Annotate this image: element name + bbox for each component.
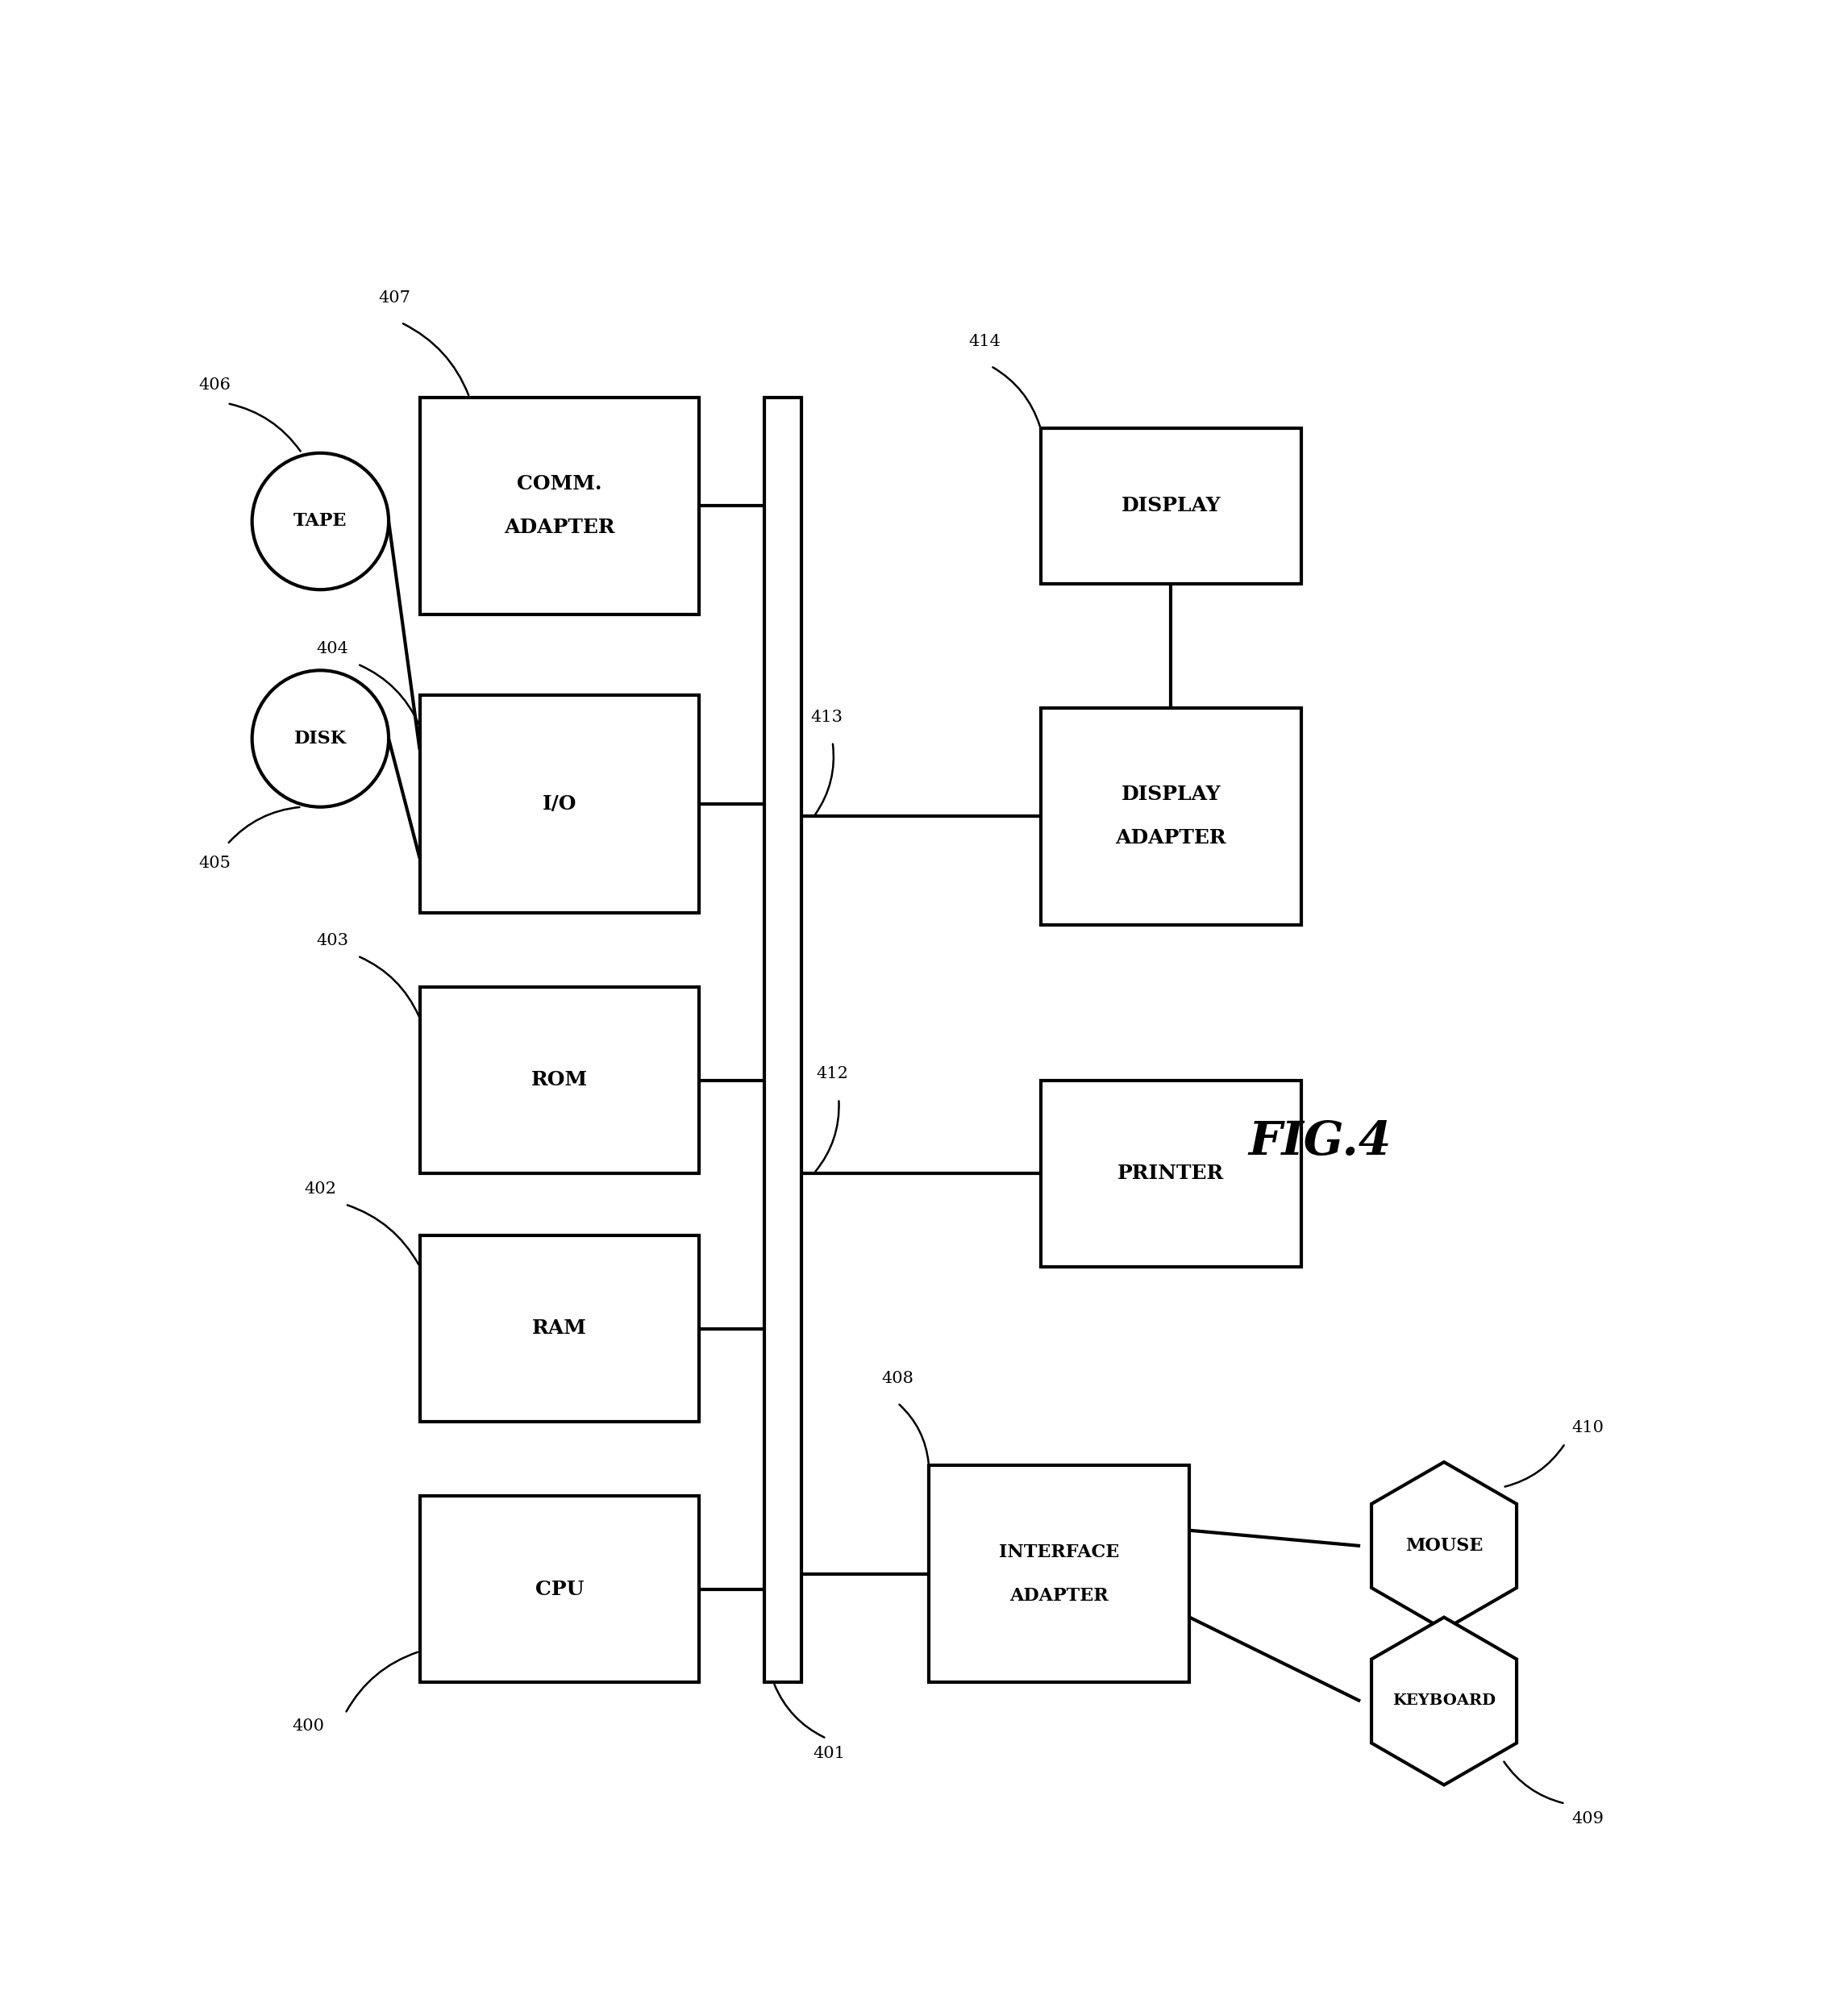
FancyBboxPatch shape	[419, 696, 699, 913]
Text: 402: 402	[304, 1181, 337, 1195]
FancyBboxPatch shape	[1040, 1081, 1302, 1266]
Text: ADAPTER: ADAPTER	[1009, 1587, 1108, 1605]
Text: 406: 406	[200, 377, 231, 393]
Text: INTERFACE: INTERFACE	[1000, 1542, 1119, 1560]
Text: PRINTER: PRINTER	[1117, 1163, 1225, 1183]
Polygon shape	[1371, 1617, 1516, 1784]
FancyBboxPatch shape	[764, 397, 802, 1683]
Text: 408: 408	[883, 1371, 914, 1385]
Text: MOUSE: MOUSE	[1404, 1536, 1483, 1554]
Text: 405: 405	[200, 855, 231, 871]
Text: 409: 409	[1571, 1812, 1604, 1826]
FancyBboxPatch shape	[1040, 708, 1302, 925]
Text: DISPLAY: DISPLAY	[1121, 784, 1221, 804]
Text: ADAPTER: ADAPTER	[1115, 829, 1227, 847]
Text: DISK: DISK	[295, 730, 346, 748]
Text: 407: 407	[379, 290, 410, 306]
Text: 404: 404	[317, 641, 350, 657]
Text: 400: 400	[291, 1718, 324, 1734]
FancyBboxPatch shape	[1040, 427, 1302, 583]
Text: 410: 410	[1571, 1419, 1604, 1435]
Text: COMM.: COMM.	[516, 474, 602, 494]
Text: 413: 413	[809, 710, 842, 724]
FancyBboxPatch shape	[419, 1496, 699, 1683]
FancyBboxPatch shape	[928, 1466, 1190, 1683]
FancyBboxPatch shape	[419, 988, 699, 1173]
Text: ADAPTER: ADAPTER	[504, 518, 615, 536]
FancyBboxPatch shape	[419, 1236, 699, 1421]
Text: RAM: RAM	[533, 1318, 586, 1339]
Text: FIG.4: FIG.4	[1249, 1119, 1392, 1165]
Text: CPU: CPU	[535, 1581, 584, 1599]
Circle shape	[253, 671, 388, 806]
Text: I/O: I/O	[542, 794, 577, 814]
Circle shape	[253, 454, 388, 589]
Text: DISPLAY: DISPLAY	[1121, 496, 1221, 516]
Polygon shape	[1371, 1462, 1516, 1629]
Text: 414: 414	[969, 333, 1002, 349]
FancyBboxPatch shape	[419, 397, 699, 615]
Text: 401: 401	[813, 1746, 846, 1762]
Text: KEYBOARD: KEYBOARD	[1392, 1693, 1496, 1708]
Text: 412: 412	[817, 1066, 848, 1083]
Text: 403: 403	[317, 933, 350, 948]
Text: TAPE: TAPE	[293, 512, 348, 530]
Text: ROM: ROM	[531, 1070, 588, 1091]
